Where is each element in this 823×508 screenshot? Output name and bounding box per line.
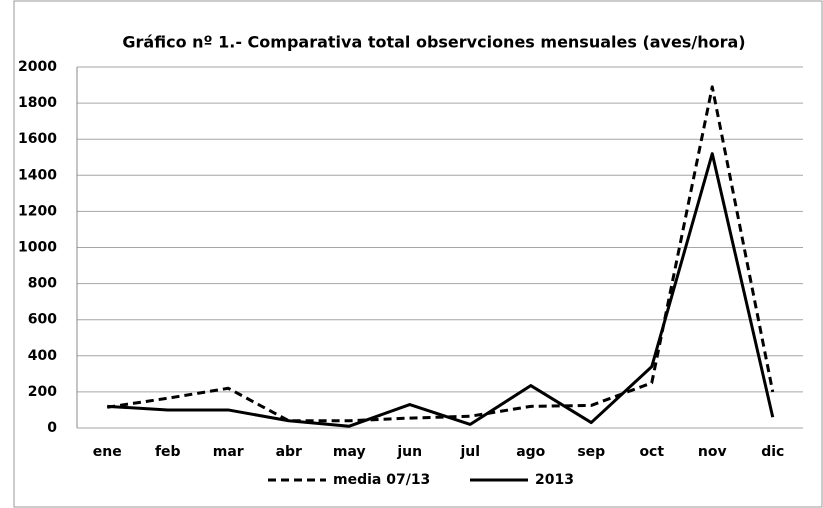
y-tick-label: 1000 [18, 240, 57, 256]
x-tick-label: mar [213, 444, 244, 460]
chart-title: Gráfico nº 1.- Comparativa total observc… [122, 33, 745, 52]
y-tick-label: 1600 [18, 131, 57, 147]
line-series [107, 85, 775, 423]
x-tick-label: may [333, 444, 366, 460]
y-tick-label: 1400 [18, 167, 57, 183]
x-tick-label: feb [155, 444, 181, 460]
x-tick-label: oct [639, 444, 664, 460]
legend-label: 2013 [535, 472, 574, 488]
x-tick-label: jul [459, 444, 480, 460]
y-tick-label: 600 [28, 312, 57, 328]
x-tick-label: sep [577, 444, 605, 460]
y-tick-label: 1200 [18, 203, 57, 219]
x-tick-label: nov [698, 444, 727, 460]
y-tick-label: 200 [28, 384, 57, 400]
x-tick-label: abr [276, 444, 302, 460]
y-tick-label: 400 [28, 348, 57, 364]
y-tick-label: 1800 [18, 95, 57, 111]
legend-label: media 07/13 [333, 472, 430, 488]
x-tick-label: ene [93, 444, 122, 460]
line-series [107, 152, 775, 428]
x-tick-label: ago [516, 444, 545, 460]
y-tick-label: 2000 [18, 59, 57, 75]
x-tick-label: dic [761, 444, 784, 460]
y-tick-label: 800 [28, 276, 57, 292]
chart-frame [13, 0, 823, 508]
x-tick-label: jun [396, 444, 422, 460]
y-tick-label: 0 [47, 420, 57, 436]
